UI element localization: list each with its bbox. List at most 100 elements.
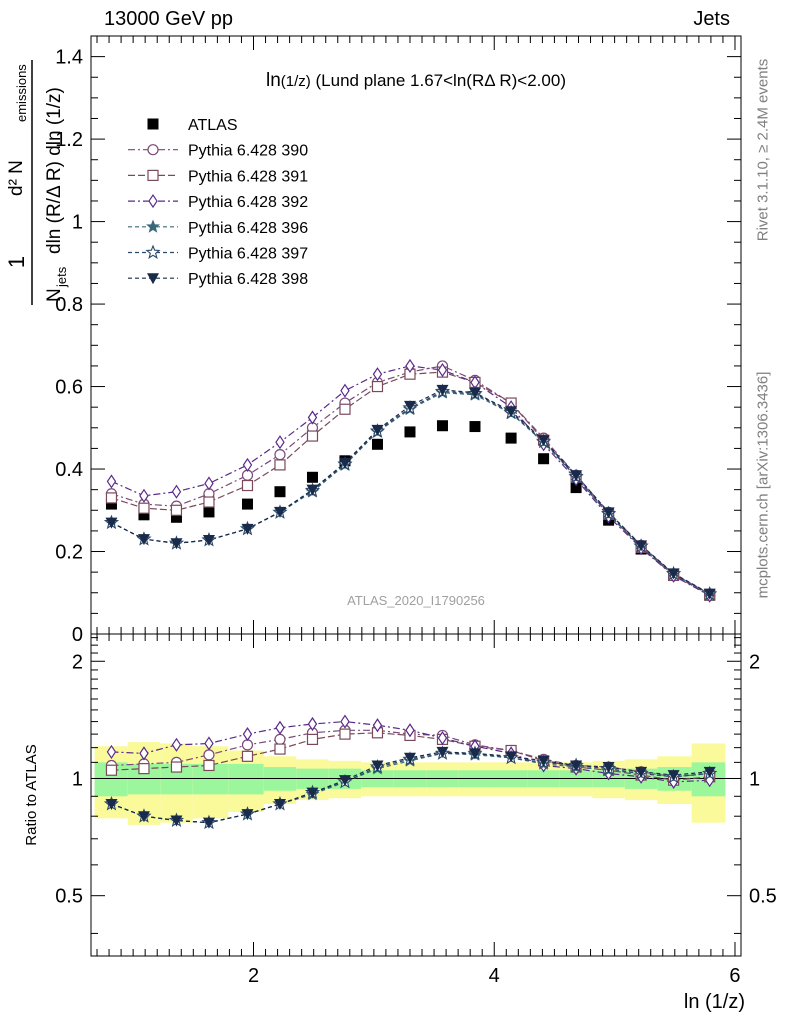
svg-text:1: 1 — [4, 256, 29, 268]
main-y-axis-label: 1 d² N emissions N jets dln (R/Δ R) dln … — [4, 60, 69, 305]
data-point — [242, 457, 253, 472]
data-point — [275, 435, 285, 450]
data-point — [306, 733, 319, 745]
legend-marker — [148, 194, 158, 209]
data-point — [340, 714, 350, 729]
legend-marker — [147, 169, 159, 181]
legend-marker — [146, 219, 160, 233]
legend-label: ATLAS — [188, 117, 238, 134]
ratio-y-tick-label-right: 2 — [749, 651, 760, 673]
main-y-tick-label: 0.8 — [55, 294, 83, 316]
data-point — [204, 476, 214, 491]
data-point — [202, 534, 215, 546]
data-point — [570, 482, 582, 494]
data-point — [703, 588, 716, 600]
data-point — [371, 424, 384, 436]
data-point — [667, 568, 680, 580]
ratio-y-tick-label: 1 — [72, 768, 83, 790]
plot-title: ln(1/z) (Lund plane 1.67<ln(RΔ R)<2.00) — [266, 70, 566, 91]
x-tick-label: 6 — [729, 965, 740, 987]
data-point — [137, 811, 150, 823]
data-point — [405, 358, 415, 374]
series-line — [111, 365, 710, 595]
data-point — [274, 743, 286, 755]
legend-marker — [145, 244, 161, 259]
x-tick-label: 2 — [248, 965, 259, 987]
data-point — [105, 498, 117, 510]
data-point — [203, 749, 215, 761]
data-point — [371, 438, 383, 450]
legend-marker — [147, 144, 159, 156]
svg-text:dln (R/Δ R) dln (1/z): dln (R/Δ R) dln (1/z) — [44, 87, 65, 254]
process-label: Jets — [693, 8, 730, 30]
legend-label: Pythia 6.428 390 — [188, 143, 308, 160]
data-point — [404, 426, 416, 438]
series-line — [111, 392, 710, 595]
data-point — [170, 761, 183, 773]
data-point — [339, 403, 351, 415]
data-point — [241, 479, 254, 492]
data-point — [403, 400, 416, 412]
energy-label: 13000 GeV pp — [104, 8, 233, 30]
data-point — [203, 496, 215, 508]
data-point — [468, 387, 481, 399]
data-point — [437, 730, 448, 746]
data-point — [139, 746, 149, 761]
data-point — [171, 737, 182, 752]
data-point — [469, 421, 481, 433]
ratio-panel-series — [103, 714, 718, 830]
legend-marker — [147, 118, 159, 130]
data-point — [105, 764, 118, 776]
data-point — [338, 775, 351, 787]
data-point — [570, 760, 583, 772]
legend: ATLAS Pythia 6.428 390 Pythia 6.428 391 Pyt… — [128, 117, 308, 288]
data-point — [667, 770, 680, 782]
legend-label: Pythia 6.428 391 — [188, 168, 308, 185]
data-point — [138, 509, 150, 521]
data-point — [138, 763, 150, 775]
data-point — [468, 748, 481, 760]
data-point — [170, 815, 183, 827]
svg-text:d² N: d² N — [6, 160, 27, 196]
data-point — [139, 488, 149, 503]
data-point — [203, 506, 215, 518]
data-point — [241, 809, 254, 821]
data-point — [306, 471, 318, 483]
data-point — [307, 410, 318, 425]
data-point — [137, 534, 150, 546]
data-point — [436, 384, 449, 396]
data-point — [371, 760, 384, 772]
ratio-panel-frame — [90, 633, 742, 957]
data-point — [204, 736, 214, 751]
data-point — [241, 739, 254, 751]
main-y-tick-label: 0.4 — [55, 459, 83, 481]
data-point — [602, 507, 615, 519]
plot-frames — [90, 35, 742, 957]
x-axis-label: ln (1/z) — [684, 991, 745, 1013]
ratio-y-tick-label-right: 1 — [749, 768, 760, 790]
data-point — [537, 755, 550, 767]
svg-text:emissions: emissions — [14, 64, 29, 122]
data-point — [505, 432, 517, 444]
legend-label: Pythia 6.428 397 — [188, 246, 308, 263]
band-inner-bin — [228, 763, 264, 795]
data-point — [437, 362, 448, 378]
data-point — [372, 367, 383, 382]
data-point — [306, 430, 319, 442]
data-point — [570, 470, 583, 482]
series-line — [111, 390, 710, 595]
legend-label: Pythia 6.428 398 — [188, 271, 308, 288]
svg-text:N: N — [44, 288, 65, 302]
data-point — [241, 498, 253, 510]
data-point — [537, 435, 550, 447]
data-point — [106, 474, 117, 489]
data-point — [538, 453, 550, 465]
main-y-tick-label: 0 — [72, 624, 83, 646]
data-point — [105, 492, 118, 504]
svg-text:jets: jets — [54, 266, 69, 288]
data-point — [242, 727, 253, 742]
ratio-y-tick-label: 0.5 — [55, 886, 83, 908]
x-tick-label: 4 — [489, 965, 500, 987]
data-point — [106, 744, 117, 760]
data-point — [105, 517, 118, 529]
